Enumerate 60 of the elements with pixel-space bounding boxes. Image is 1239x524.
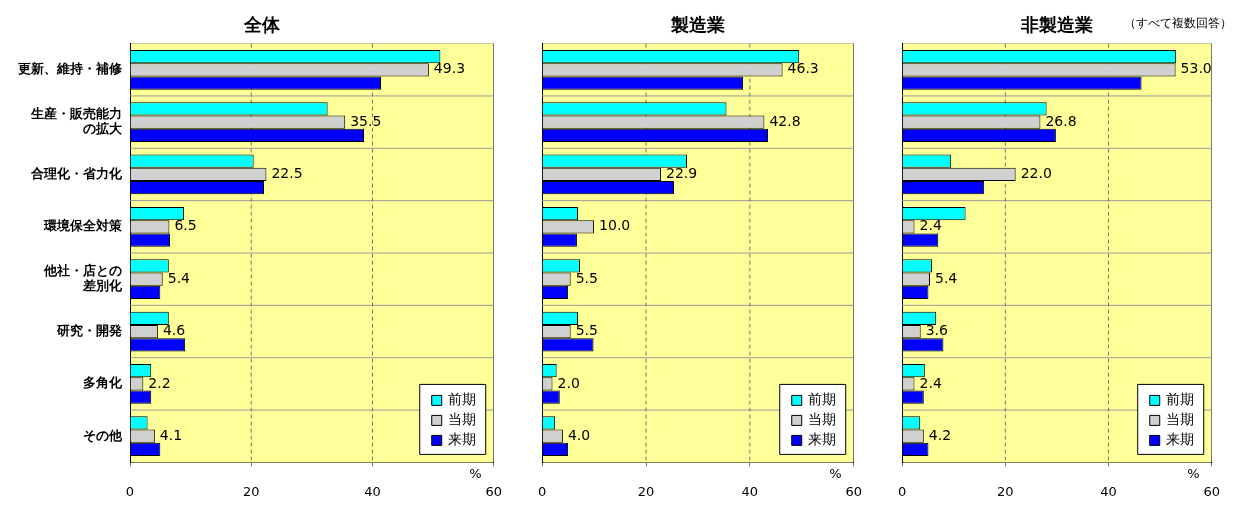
data-label: 4.1 [159, 426, 183, 443]
x-tick-label: 20 [637, 483, 655, 499]
x-tick-label: 0 [125, 483, 135, 499]
data-label: 2.2 [148, 374, 171, 391]
x-axis-title: % [469, 466, 482, 482]
y-tick-label: 更新、維持・補修 [18, 61, 123, 77]
data-label: 26.8 [1045, 112, 1077, 129]
legend-label: 当期 [447, 411, 476, 428]
text: （すべて複数回答） [1124, 16, 1232, 31]
data-label: 53.0 [1180, 60, 1212, 77]
data-label: 2.4 [919, 217, 942, 234]
legend-label: 前期 [447, 391, 476, 408]
data-label: 4.0 [567, 426, 591, 443]
data-label: 2.4 [919, 374, 942, 391]
legend-label: 前期 [1165, 391, 1194, 408]
x-tick-label: 40 [364, 483, 381, 499]
data-label: 35.5 [350, 112, 382, 129]
x-tick-label: 60 [845, 483, 862, 499]
legend-label: 来期 [1165, 431, 1194, 448]
data-label: 2.0 [557, 374, 580, 391]
data-label: 46.3 [787, 60, 819, 77]
legend-label: 来期 [807, 431, 836, 448]
data-label: 5.5 [575, 322, 598, 339]
legend-label: 前期 [807, 391, 836, 408]
y-tick-label: その他 [83, 427, 123, 443]
data-label: 4.6 [162, 322, 186, 339]
y-tick-label: 他社・店との差別化 [43, 262, 123, 294]
legend-label: 当期 [1165, 411, 1194, 428]
data-label: 5.5 [575, 269, 598, 286]
legend-label: 来期 [447, 431, 476, 448]
chart-title: 製造業 [670, 14, 725, 36]
legend-label: 当期 [807, 411, 836, 428]
chart-title: 非製造業 [1020, 14, 1093, 36]
x-tick-label: 0 [897, 483, 907, 499]
y-tick-label: 合理化・省力化 [30, 165, 123, 181]
y-tick-label: 生産・販売能力の拡大 [30, 105, 123, 137]
x-tick-label: 40 [741, 483, 759, 499]
data-label: 10.0 [599, 217, 631, 234]
data-label: 3.6 [925, 322, 949, 339]
x-axis-title: % [829, 466, 842, 482]
y-tick-label: 多角化 [83, 375, 123, 391]
x-axis-title: % [1187, 466, 1200, 482]
chart-title: 全体 [243, 14, 281, 36]
data-label: 49.3 [433, 60, 466, 77]
x-tick-label: 20 [242, 483, 260, 499]
y-tick-label: 研究・開発 [56, 322, 122, 338]
x-tick-label: 0 [537, 483, 547, 499]
x-tick-label: 40 [1100, 483, 1117, 499]
y-tick-label: 環境保全対策 [43, 218, 123, 234]
data-label: 6.5 [174, 217, 197, 234]
data-label: 4.2 [928, 426, 952, 443]
data-label: 42.8 [769, 112, 801, 129]
data-label: 22.5 [271, 165, 303, 182]
data-label: 22.9 [666, 165, 698, 182]
data-label: 5.4 [935, 269, 958, 286]
data-label: 5.4 [167, 269, 191, 286]
x-tick-label: 20 [997, 483, 1014, 499]
x-tick-label: 60 [485, 483, 502, 499]
x-tick-label: 60 [1203, 483, 1220, 499]
data-label: 22.0 [1020, 165, 1052, 182]
